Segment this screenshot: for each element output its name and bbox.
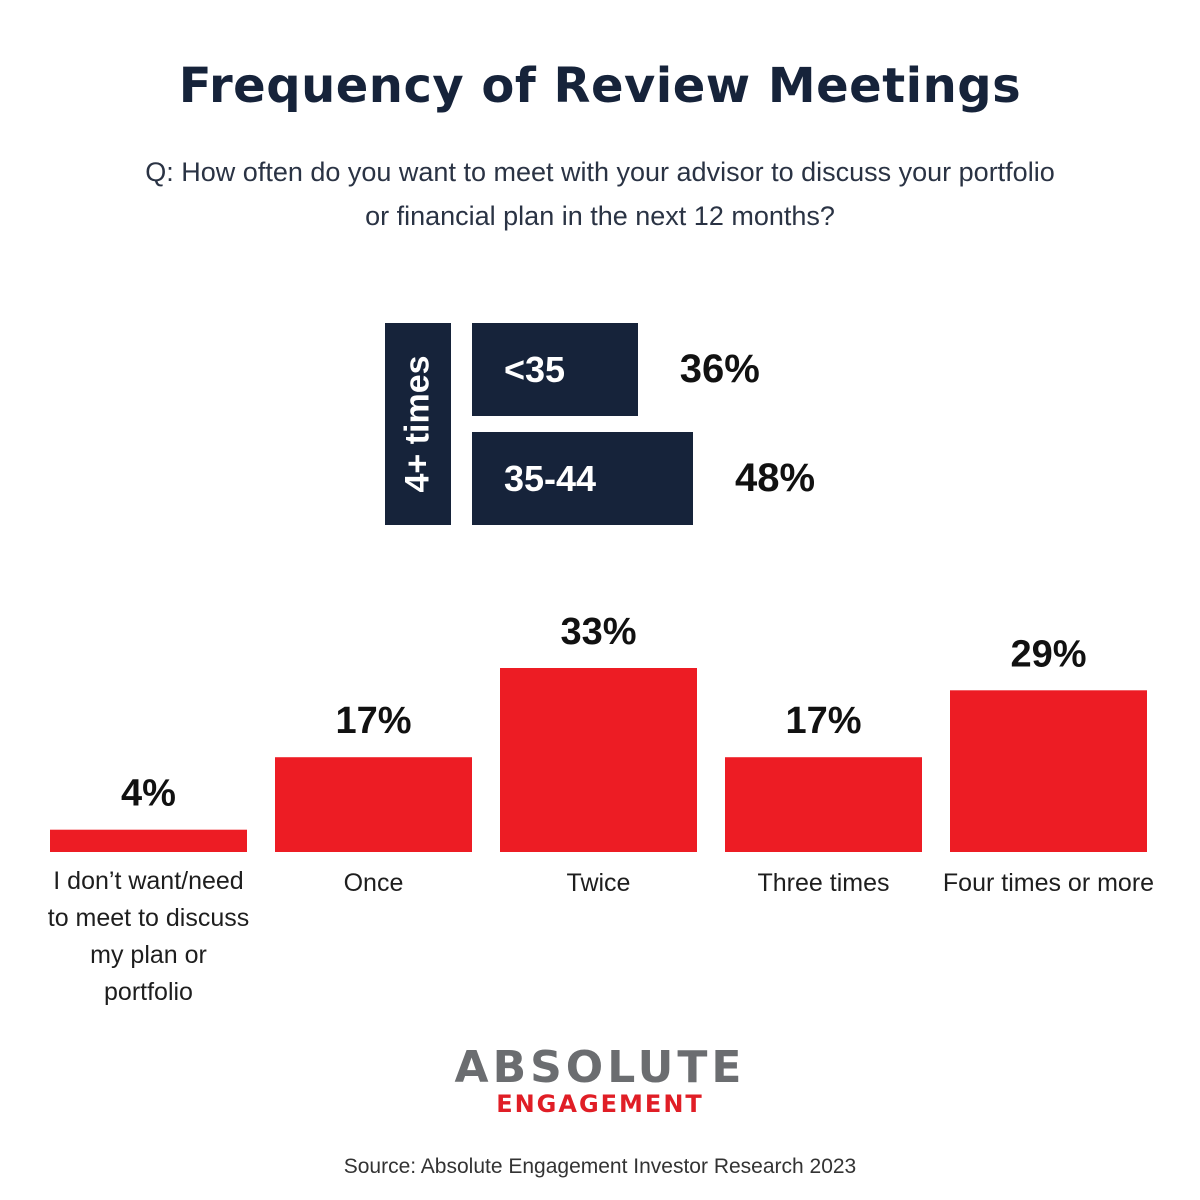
bar-1 (50, 829, 247, 852)
category-label: Once (343, 869, 404, 897)
inset-bar-under-35: <35 (472, 323, 638, 416)
inset-side-bar: 4+ times (385, 323, 451, 525)
bar-value-label: 33% (560, 611, 636, 653)
inset-bar-label: 35-44 (504, 458, 597, 499)
inset-value-under-35: 36% (679, 347, 760, 391)
bar-chart-svg: 4% 17% 33% 17% 29% (50, 611, 1147, 852)
bar-value-label: 17% (785, 700, 861, 742)
logo-subtitle: ENGAGEMENT (496, 1090, 704, 1118)
category-label: Twice (566, 869, 631, 897)
bar-value-label: 17% (335, 700, 411, 742)
inset-bar-label: <35 (504, 349, 566, 390)
bar-chart: 4% 17% 33% 17% 29% I don’t want/need to meet… (0, 580, 1200, 1050)
bar-4 (725, 757, 922, 852)
bar-3 (500, 668, 697, 852)
chart-subtitle: Q: How often do you want to meet with yo… (145, 157, 1055, 231)
category-label: I don’t want/need to meet to discuss my … (47, 867, 250, 1006)
category-label: Three times (757, 869, 890, 897)
inset-side-label: 4+ times (398, 355, 437, 493)
source-note: Source: Absolute Engagement Investor Res… (343, 1155, 857, 1178)
bar-value-label: 29% (1010, 633, 1086, 675)
bar-value-label: 4% (121, 773, 176, 815)
inset-value-35-44: 48% (735, 456, 816, 500)
category-label: Four times or more (942, 869, 1155, 897)
bar-5 (950, 690, 1147, 852)
chart-title: Frequency of Review Meetings (178, 58, 1022, 114)
logo-wordmark: ABSOLUTE (454, 1042, 746, 1093)
bar-2 (275, 757, 472, 852)
inset-bar-35-44: 35-44 (472, 432, 693, 525)
